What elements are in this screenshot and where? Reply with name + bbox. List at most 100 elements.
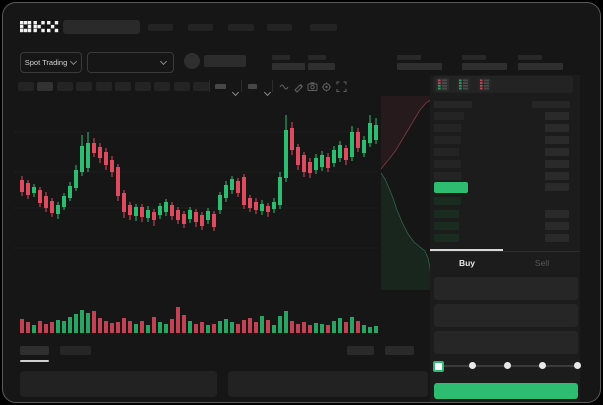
depth-chart [380,95,432,290]
ask-row-amount [544,147,569,156]
ask-row-amount [544,111,569,120]
view-mode-combined-book[interactable] [435,78,449,91]
pencil-icon[interactable] [293,81,304,93]
wave-icon[interactable] [279,81,290,93]
ask-row-amount [544,123,569,132]
interval-pill-4[interactable] [76,81,92,91]
trade-input-3[interactable] [433,330,578,354]
ticker-stat-value [517,62,563,70]
ticker-stat-value [461,62,507,70]
orderbook-col-header-price [433,100,472,108]
ask-row-amount [544,171,569,180]
slider-stop[interactable] [504,362,511,369]
trade-input-2[interactable] [433,303,578,327]
slider-stop[interactable] [469,362,476,369]
pair-name-placeholder [203,54,246,67]
ask-row-price[interactable] [433,123,461,132]
bottom-tab-active-underline [19,359,49,362]
bid-row-price[interactable] [433,221,459,230]
gear-icon[interactable] [321,81,332,93]
buy-submit-button[interactable] [433,382,578,399]
okx-logo[interactable] [19,20,60,33]
ask-row-amount [544,135,569,144]
ticker-stat-label [461,54,486,60]
tab-buy[interactable]: Buy [458,257,476,268]
volume-bars [19,306,378,333]
slider-stop[interactable] [539,362,546,369]
ask-row-price[interactable] [433,147,459,156]
tab-sell[interactable]: Sell [534,257,550,268]
trade-input-1[interactable] [433,276,578,300]
slider-stop[interactable] [574,362,581,369]
orderbook-view-strip [432,75,573,93]
nav-item-5[interactable] [309,23,337,31]
ticker-stat-value [271,62,305,70]
trade-panel-divider [429,250,580,252]
interval-pill-6[interactable] [115,81,131,91]
coin-avatar [183,52,200,69]
interval-pill-2[interactable] [37,81,53,91]
chevron-down-icon[interactable] [261,84,271,102]
bottom-panel-left [19,370,217,397]
bottom-tab-2[interactable] [59,345,91,355]
candles [19,114,378,231]
okx-logo-glyph [19,20,58,32]
ticker-stat-label [307,54,326,60]
ask-row-price[interactable] [433,111,464,120]
ticker-stat-label [271,54,290,60]
interval-pill-8[interactable] [154,81,170,91]
bid-row-price[interactable] [433,233,459,242]
search-input[interactable] [62,19,140,34]
interval-pill-9[interactable] [173,81,190,91]
chevron-down-icon [159,57,167,65]
interval-pill-3[interactable] [56,81,73,91]
nav-item-2[interactable] [187,23,213,31]
ask-row-price[interactable] [433,135,461,144]
ticker-stat-value [396,62,442,70]
last-price-amount [544,182,569,191]
ticker-stat-label [396,54,421,60]
slider-handle[interactable] [432,360,444,372]
bottom-panel-right [227,370,428,397]
ask-row-price[interactable] [433,159,461,168]
toolbar-divider [271,79,273,92]
interval-pill-7[interactable] [134,81,151,91]
interval-pill-1[interactable] [17,81,34,91]
view-mode-asks-only[interactable] [477,78,491,91]
interval-pill-5[interactable] [95,81,112,91]
bid-row-price[interactable] [433,196,461,205]
chevron-down-icon[interactable] [229,84,239,102]
interval-pill-10[interactable] [193,81,209,91]
ticker-stat-label [517,54,542,60]
last-price-pill[interactable] [433,181,468,193]
pair-selector[interactable] [86,51,174,73]
bid-row-amount [544,209,569,218]
bottom-action-pill-2[interactable] [384,345,414,355]
market-type-label: Spot Trading [24,57,68,67]
active-tab-indicator [429,249,503,251]
ask-row-price[interactable] [433,171,461,180]
bottom-action-pill-1[interactable] [346,345,374,355]
toolbar-divider [240,79,242,92]
nav-item-3[interactable] [227,23,254,31]
ask-row-amount [544,159,569,168]
bottom-tab-1[interactable] [19,345,49,355]
bid-row-price[interactable] [433,209,459,218]
indicator-selector[interactable] [247,83,257,89]
toolbar-divider [208,79,210,92]
fullscreen-icon[interactable] [335,80,347,93]
market-type-selector[interactable]: Spot Trading [19,51,82,73]
orderbook-col-header-amount [531,100,570,108]
nav-item-4[interactable] [266,23,292,31]
bid-row-amount [544,221,569,230]
bid-row-amount [544,233,569,242]
chevron-down-icon [70,57,78,65]
interval-selector[interactable] [214,83,226,89]
camera-icon[interactable] [307,81,318,93]
nav-item-1[interactable] [147,23,173,31]
view-mode-bids-only[interactable] [456,78,470,91]
ticker-stat-value [307,62,335,70]
